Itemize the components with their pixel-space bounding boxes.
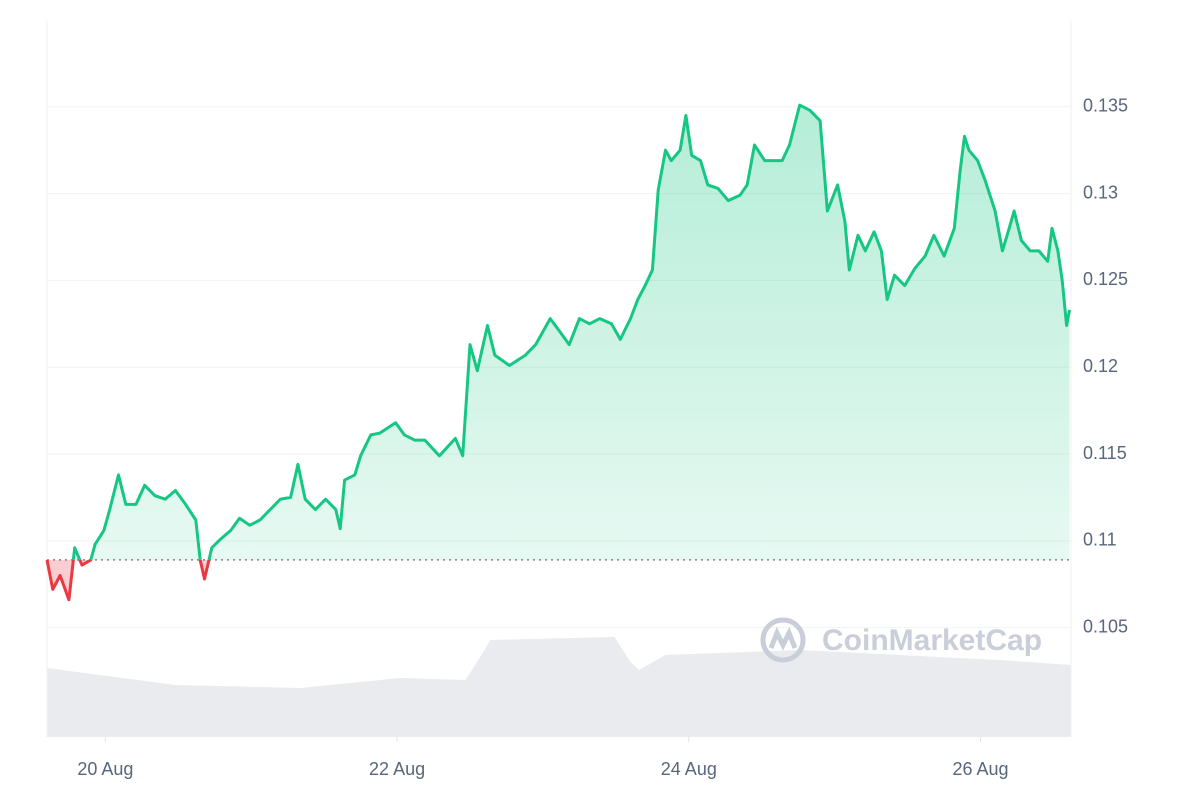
y-tick-label: 0.13: [1083, 182, 1118, 202]
y-tick-label: 0.12: [1083, 356, 1118, 376]
y-tick-label: 0.135: [1083, 96, 1128, 116]
price-line-down: [45, 559, 211, 602]
volume-area: [47, 637, 1071, 737]
x-tick-label: 26 Aug: [953, 759, 1009, 779]
y-tick-label: 0.115: [1083, 443, 1127, 463]
y-tick-label: 0.11: [1083, 530, 1117, 550]
y-tick-label: 0.125: [1083, 269, 1128, 289]
watermark-logo: [760, 617, 806, 663]
x-tick-label: 22 Aug: [369, 759, 425, 779]
price-area-down: [47, 559, 209, 600]
y-tick-label: 0.105: [1083, 616, 1128, 636]
x-tick-label: 24 Aug: [661, 759, 717, 779]
x-tick-label: 20 Aug: [77, 759, 133, 779]
watermark: CoinMarketCap: [822, 624, 1042, 657]
price-line: [46, 103, 1071, 560]
price-area: [47, 105, 1070, 560]
